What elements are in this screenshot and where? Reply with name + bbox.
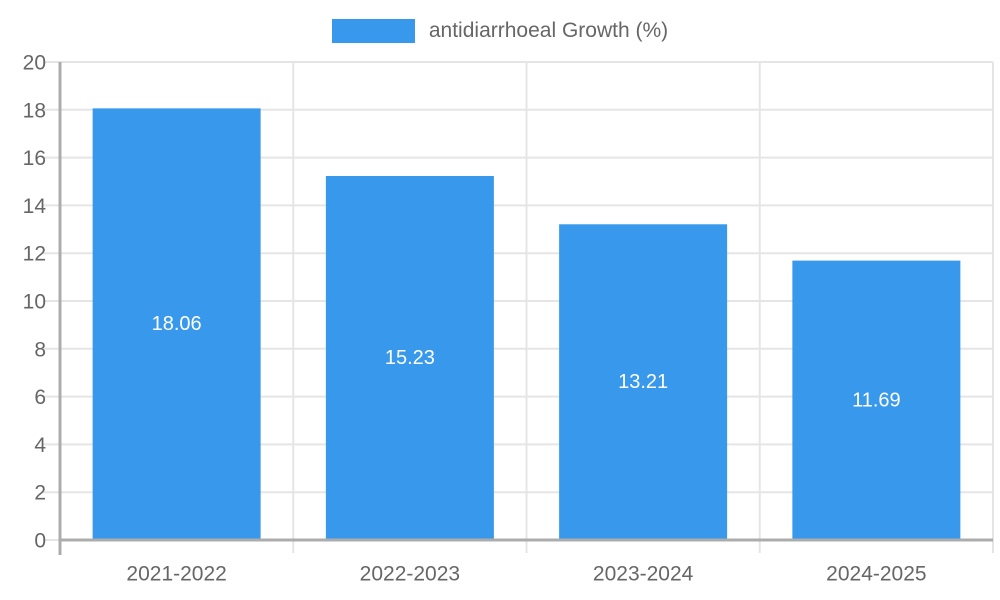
y-tick-label: 14 [23, 195, 47, 218]
bar[interactable] [325, 176, 494, 541]
x-tick-label: 2022-2023 [360, 563, 460, 586]
bar[interactable] [792, 260, 961, 540]
chart-legend[interactable]: antidiarrhoeal Growth (%) [0, 17, 1000, 45]
y-tick-label: 10 [23, 291, 46, 314]
legend-swatch [331, 19, 415, 43]
x-tick-label: 2023-2024 [593, 563, 694, 586]
y-tick-label: 16 [23, 147, 46, 170]
y-tick-label: 0 [34, 530, 46, 553]
y-tick-label: 6 [34, 386, 46, 409]
bar[interactable] [92, 108, 261, 540]
legend-label: antidiarrhoeal Growth (%) [428, 19, 669, 42]
y-tick-label: 4 [34, 434, 46, 457]
bar-value-label: 11.69 [852, 389, 901, 411]
y-tick-label: 2 [34, 482, 46, 505]
bar-value-label: 18.06 [152, 313, 202, 335]
bar-value-label: 13.21 [618, 371, 668, 393]
y-tick-label: 12 [23, 243, 46, 266]
y-tick-label: 18 [23, 99, 46, 122]
bar[interactable] [559, 224, 728, 540]
y-tick-label: 8 [34, 338, 46, 361]
x-tick-label: 2021-2022 [126, 563, 226, 586]
x-tick-label: 2024-2025 [826, 563, 926, 586]
y-tick-label: 20 [23, 52, 46, 75]
bar-value-label: 15.23 [385, 347, 435, 369]
